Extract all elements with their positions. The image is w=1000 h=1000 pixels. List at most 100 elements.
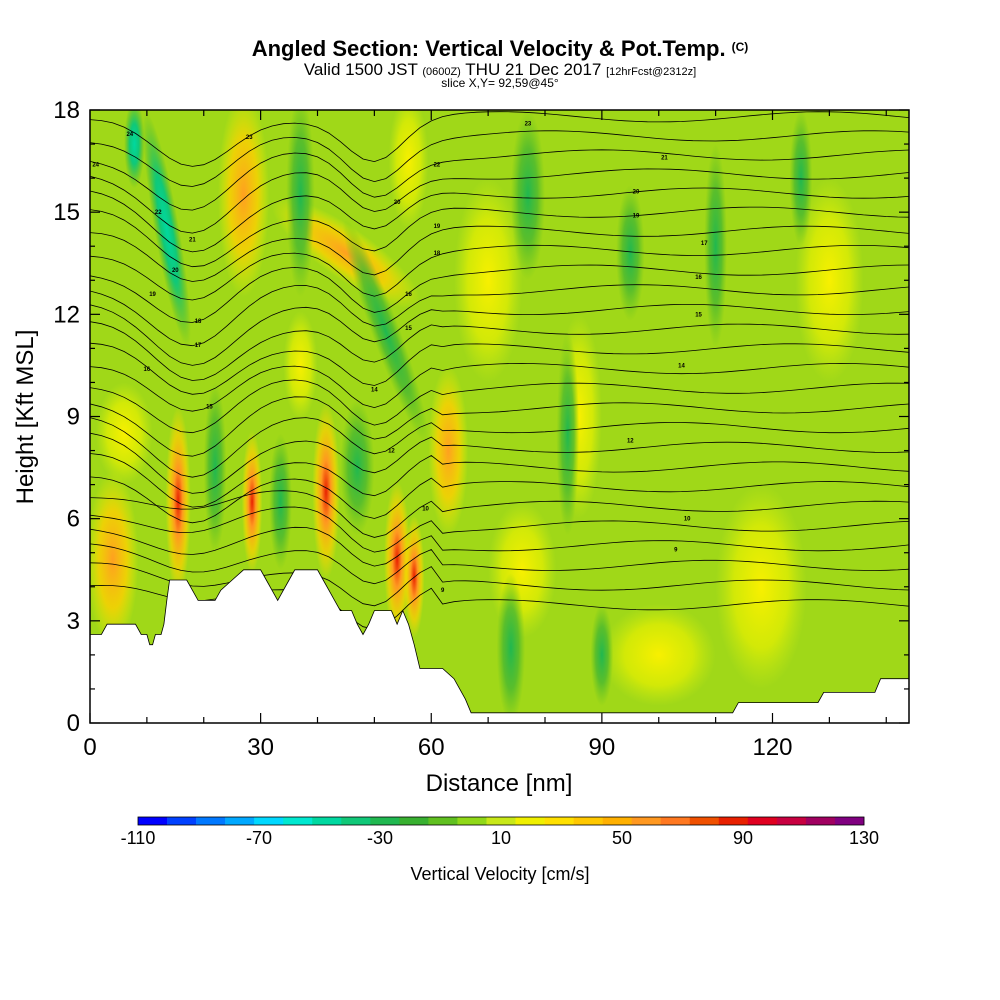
contour-labels: 24 24 23 23 22 21 20 19 18 17 16 15 20 22 19 18 16 15 14 12… <box>92 122 708 595</box>
colorbar-swatch <box>254 817 284 825</box>
isentrope-line <box>90 342 909 395</box>
colorbar-swatch <box>283 817 313 825</box>
isentrope-line <box>90 304 909 366</box>
colorbar-swatch <box>602 817 632 825</box>
y-tick-label: 18 <box>53 97 80 124</box>
velocity-cell <box>286 110 315 298</box>
contour-label: 16 <box>405 292 412 298</box>
velocity-cell <box>203 382 227 553</box>
x-tick-label: 0 <box>83 734 96 761</box>
colorbar-swatch <box>689 817 720 825</box>
velocity-cell <box>95 382 153 485</box>
contour-label: 24 <box>92 162 99 168</box>
velocity-cell <box>789 110 813 247</box>
forecast-tag: [12hrFcst@2312z] <box>606 66 697 78</box>
contour-label: 15 <box>695 312 702 318</box>
isentrope-line <box>90 264 909 323</box>
velocity-cell <box>510 110 545 281</box>
x-axis-label: Distance [nm] <box>426 770 573 797</box>
colorbar-swatch <box>486 817 516 825</box>
contour-label: 18 <box>195 319 202 325</box>
contour-label: 19 <box>149 292 156 298</box>
velocity-cells <box>90 110 864 723</box>
colorbar-swatch <box>312 817 342 825</box>
chart-title: Angled Section: Vertical Velocity & Pot.… <box>0 36 1000 62</box>
colorbar-tick-label: 50 <box>612 828 632 848</box>
colorbar-swatch <box>747 817 778 825</box>
isentrope-line <box>90 379 909 434</box>
y-tick-label: 3 <box>67 608 80 635</box>
y-tick-label: 9 <box>67 404 80 431</box>
colorbar-swatch <box>399 817 429 825</box>
isentrope-line <box>90 396 909 457</box>
contour-label: 16 <box>144 367 151 373</box>
isentrope-line <box>90 130 909 187</box>
isentrope-line <box>90 187 909 253</box>
isentrope-line <box>90 149 909 211</box>
contour-label: 17 <box>195 343 202 349</box>
velocity-cell <box>704 144 727 349</box>
valid-date: THU 21 Dec 2017 <box>465 60 602 79</box>
colorbar-swatch <box>225 817 255 825</box>
x-tick-label: 60 <box>418 734 445 761</box>
colorbar-swatch <box>167 817 197 825</box>
y-tick-label: 12 <box>53 301 80 328</box>
colorbar-tick-label: -30 <box>367 828 393 848</box>
terrain-mask <box>90 569 909 723</box>
velocity-cell <box>165 406 191 597</box>
x-tick-labels: 0 30 60 90 120 <box>83 734 792 761</box>
contour-label: 10 <box>684 517 691 523</box>
colorbar-swatch <box>573 817 603 825</box>
colorbar <box>137 816 865 826</box>
contour-label: 20 <box>172 268 179 274</box>
isentrope-line <box>90 168 909 234</box>
contour-label: 20 <box>394 200 401 206</box>
colorbar-label: Vertical Velocity [cm/s] <box>410 864 589 884</box>
y-tick-label: 15 <box>53 199 80 226</box>
velocity-cell <box>403 515 425 638</box>
colorbar-swatch <box>631 817 662 825</box>
isentrope-line <box>90 244 909 301</box>
contour-label: 18 <box>434 251 441 257</box>
y-axis-label: Height [Kft MSL] <box>12 330 39 505</box>
colorbar-swatch <box>718 817 749 825</box>
velocity-cell <box>590 603 614 706</box>
velocity-cell <box>601 603 716 706</box>
colorbar-tick-labels: -110 -70 -30 10 50 90 130 <box>121 828 879 848</box>
velocity-cell <box>90 471 139 649</box>
potential-temperature-contours <box>90 111 909 630</box>
velocity-cell <box>342 219 429 444</box>
contour-label: 17 <box>701 241 708 247</box>
isentrope-line <box>90 206 909 268</box>
contour-label: 24 <box>126 132 133 138</box>
isentrope-line <box>90 417 909 478</box>
contour-label: 20 <box>633 190 640 196</box>
isentrope-line <box>90 476 909 524</box>
title-suffix: (C) <box>731 40 749 54</box>
isentrope-line <box>90 562 909 607</box>
velocity-cell <box>496 573 526 723</box>
contour-label: 12 <box>388 449 395 455</box>
velocity-cell <box>269 433 292 570</box>
velocity-cell <box>428 365 469 536</box>
y-tick-labels: 0 3 6 9 12 15 18 <box>53 97 80 737</box>
y-tick-label: 6 <box>67 506 80 533</box>
colorbar-swatch <box>834 817 865 825</box>
colorbar-tick-label: 90 <box>733 828 753 848</box>
colorbar-swatch <box>428 817 458 825</box>
contour-label: 9 <box>674 547 678 553</box>
valid-zulu: (0600Z) <box>422 66 461 78</box>
contour-label: 22 <box>155 210 162 216</box>
colorbar-swatch <box>341 817 371 825</box>
colorbar-tick-label: 130 <box>849 828 879 848</box>
contour-label: 19 <box>633 214 640 220</box>
isentrope-line <box>90 362 909 412</box>
colorbar-swatch <box>544 817 574 825</box>
contour-label: 14 <box>371 387 378 393</box>
velocity-cell <box>616 184 645 322</box>
isentrope-line <box>90 506 909 553</box>
contour-label: 22 <box>434 162 441 168</box>
velocity-cell <box>340 399 375 536</box>
contour-label: 15 <box>405 326 412 332</box>
